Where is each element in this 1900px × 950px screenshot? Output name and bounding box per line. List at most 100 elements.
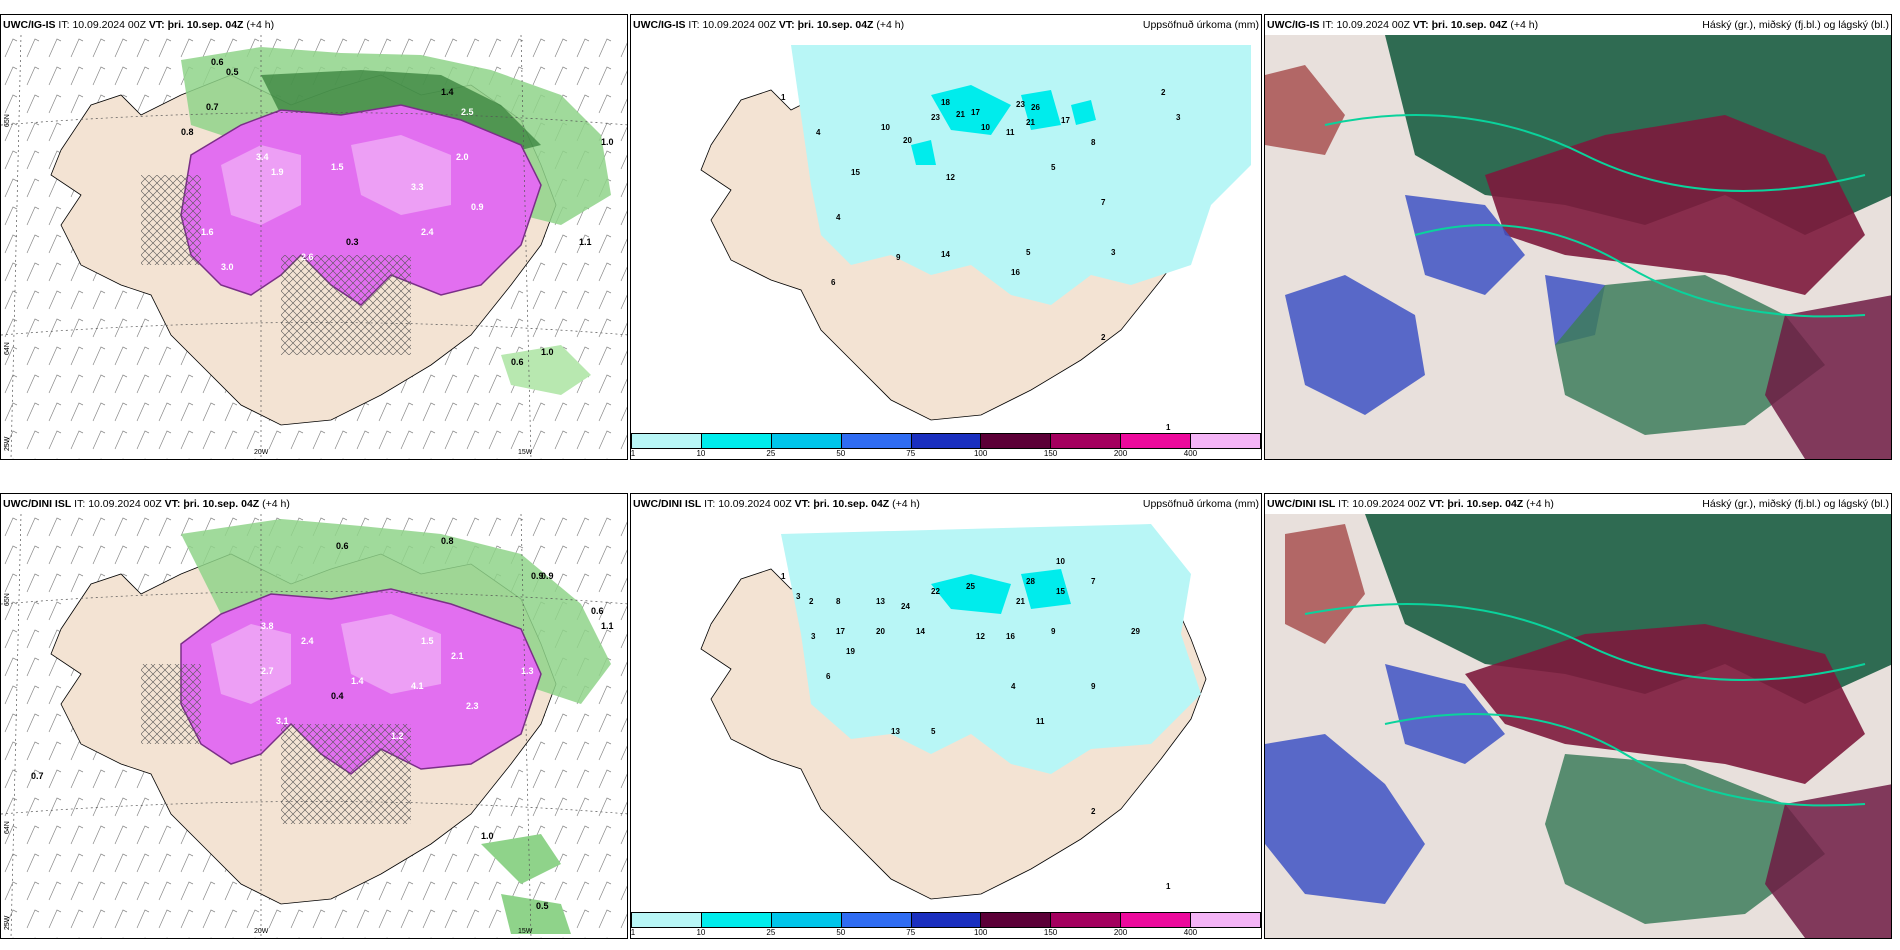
vt-label: VT: <box>1412 19 1429 31</box>
value-label: 0.7 <box>31 771 44 781</box>
value-label: 0.6 <box>211 57 224 67</box>
hatched-area-west <box>141 175 201 265</box>
precip-map: 1 3 2 8 13 24 22 25 28 21 15 10 9 7 6 20… <box>700 524 1207 900</box>
value-label: 1 <box>781 572 786 581</box>
colorbar-tick: 200 <box>1113 449 1128 458</box>
colorbar-swatch <box>632 913 702 927</box>
colorbar-swatch <box>841 434 912 448</box>
cloud-mid-green <box>1545 754 1825 924</box>
value-label: 5 <box>1026 248 1031 257</box>
value-label: 2.1 <box>451 651 464 661</box>
cloud-low <box>1465 624 1865 784</box>
value-label: 1.2 <box>391 731 404 741</box>
colorbar-swatch <box>771 434 842 448</box>
value-label: 0.8 <box>441 536 454 546</box>
colorbar-tick: 1 <box>630 449 636 458</box>
lead-time: (+4 h) <box>262 498 290 510</box>
value-label: 23 <box>1016 100 1025 109</box>
value-label: 0.4 <box>331 691 344 701</box>
value-label: 11 <box>1006 128 1015 137</box>
value-label: 0.6 <box>591 606 604 616</box>
lon-line <box>10 514 532 938</box>
colorbar-swatch <box>1191 913 1261 927</box>
value-label: 3 <box>796 592 801 601</box>
precip-light <box>791 45 1251 305</box>
value-label: 1 <box>781 93 786 102</box>
lat-label-65: 65N <box>4 593 11 606</box>
cloud-mid <box>1265 664 1505 904</box>
colorbar-ticks: 1 10 25 50 75 100 150 200 400 <box>630 449 1261 458</box>
panel-header: UWC/DINI ISL IT: 10.09.2024 00Z VT: þri.… <box>633 496 1259 512</box>
value-label: 1.4 <box>351 676 364 686</box>
value-label: 1.0 <box>601 137 614 147</box>
value-label: 20 <box>876 627 885 636</box>
value-label: 2 <box>809 597 814 606</box>
cloud-contour <box>1324 114 1866 318</box>
value-label: 3.4 <box>256 152 269 162</box>
value-label: 13 <box>891 727 900 736</box>
value-label: 28 <box>1026 577 1035 586</box>
vt-label: VT: <box>794 498 811 510</box>
cloud-contour <box>1304 603 1866 807</box>
panel-precip-dini: UWC/DINI ISL IT: 10.09.2024 00Z VT: þri.… <box>630 493 1262 939</box>
value-label: 25 <box>966 582 975 591</box>
value-label: 10 <box>981 123 990 132</box>
value-label: 1 <box>1166 882 1171 891</box>
value-label: 0.9 <box>471 202 484 212</box>
vt-label: VT: <box>1428 498 1445 510</box>
value-label: 14 <box>941 250 950 259</box>
precip-colorbar: 1 10 25 50 75 100 150 200 400 <box>630 433 1261 458</box>
value-label: 20 <box>903 136 912 145</box>
value-label: 17 <box>836 627 845 636</box>
value-label: 9 <box>1091 682 1096 691</box>
lat-label-65: 65N <box>4 114 11 127</box>
panel-icing-igis: UWC/IG-IS IT: 10.09.2024 00Z VT: þri. 10… <box>0 14 628 460</box>
value-label: 12 <box>946 173 955 182</box>
init-time: 10.09.2024 00Z <box>718 498 792 510</box>
value-label: 3.1 <box>276 716 289 726</box>
value-label: 15 <box>851 168 860 177</box>
value-label: 1.1 <box>579 237 592 247</box>
value-label: 1.0 <box>541 347 554 357</box>
value-label: 8 <box>836 597 841 606</box>
value-label: 26 <box>1031 103 1040 112</box>
colorbar-swatch <box>1051 434 1122 448</box>
value-label: 3.0 <box>221 262 234 272</box>
value-label: 0.9 <box>541 571 554 581</box>
value-label: 14 <box>916 627 925 636</box>
panel-title: Háský (gr.), miðský (fj.bl.) og lágský (… <box>1702 498 1889 510</box>
valid-time: þri. 10.sep. 04Z <box>167 19 244 31</box>
value-label: 16 <box>1006 632 1015 641</box>
value-label: 6 <box>831 278 836 287</box>
value-label: 2.6 <box>301 252 314 262</box>
lead-time: (+4 h) <box>1526 498 1554 510</box>
value-label: 1.3 <box>521 666 534 676</box>
value-label: 2.5 <box>461 107 474 117</box>
panel-clouds-dini: UWC/DINI ISL IT: 10.09.2024 00Z VT: þri.… <box>1264 493 1892 939</box>
value-label: 2.3 <box>466 701 479 711</box>
colorbar-swatch <box>981 434 1052 448</box>
value-label: 24 <box>901 602 910 611</box>
value-label: 15 <box>1056 587 1065 596</box>
icing-map: 0.6 0.5 0.7 0.8 1.4 2.5 3.4 2.0 1.5 1.9 … <box>1 35 627 459</box>
it-label: IT: <box>58 19 70 31</box>
panel-precip-igis: UWC/IG-IS IT: 10.09.2024 00Z VT: þri. 10… <box>630 14 1262 460</box>
init-time: 10.09.2024 00Z <box>88 498 162 510</box>
value-label: 1.4 <box>441 87 454 97</box>
value-label: 3 <box>811 632 816 641</box>
hatched-area <box>281 255 411 355</box>
model-name: UWC/DINI ISL <box>3 498 72 510</box>
panel-header: UWC/IG-IS IT: 10.09.2024 00Z VT: þri. 10… <box>3 17 625 33</box>
it-label: IT: <box>1322 19 1334 31</box>
colorbar-tick: 100 <box>973 928 988 937</box>
cloud-low-west <box>1265 65 1345 155</box>
colorbar-swatches <box>631 912 1261 928</box>
panel-title: Uppsöfnuð úrkoma (mm) <box>1142 19 1259 31</box>
vt-label: VT: <box>148 19 165 31</box>
cloud-mid-green <box>1555 275 1825 435</box>
colorbar-swatch <box>1121 434 1192 448</box>
value-label: 7 <box>1091 577 1096 586</box>
lead-time: (+4 h) <box>246 19 275 31</box>
value-label: 0.6 <box>336 541 349 551</box>
value-label: 12 <box>976 632 985 641</box>
